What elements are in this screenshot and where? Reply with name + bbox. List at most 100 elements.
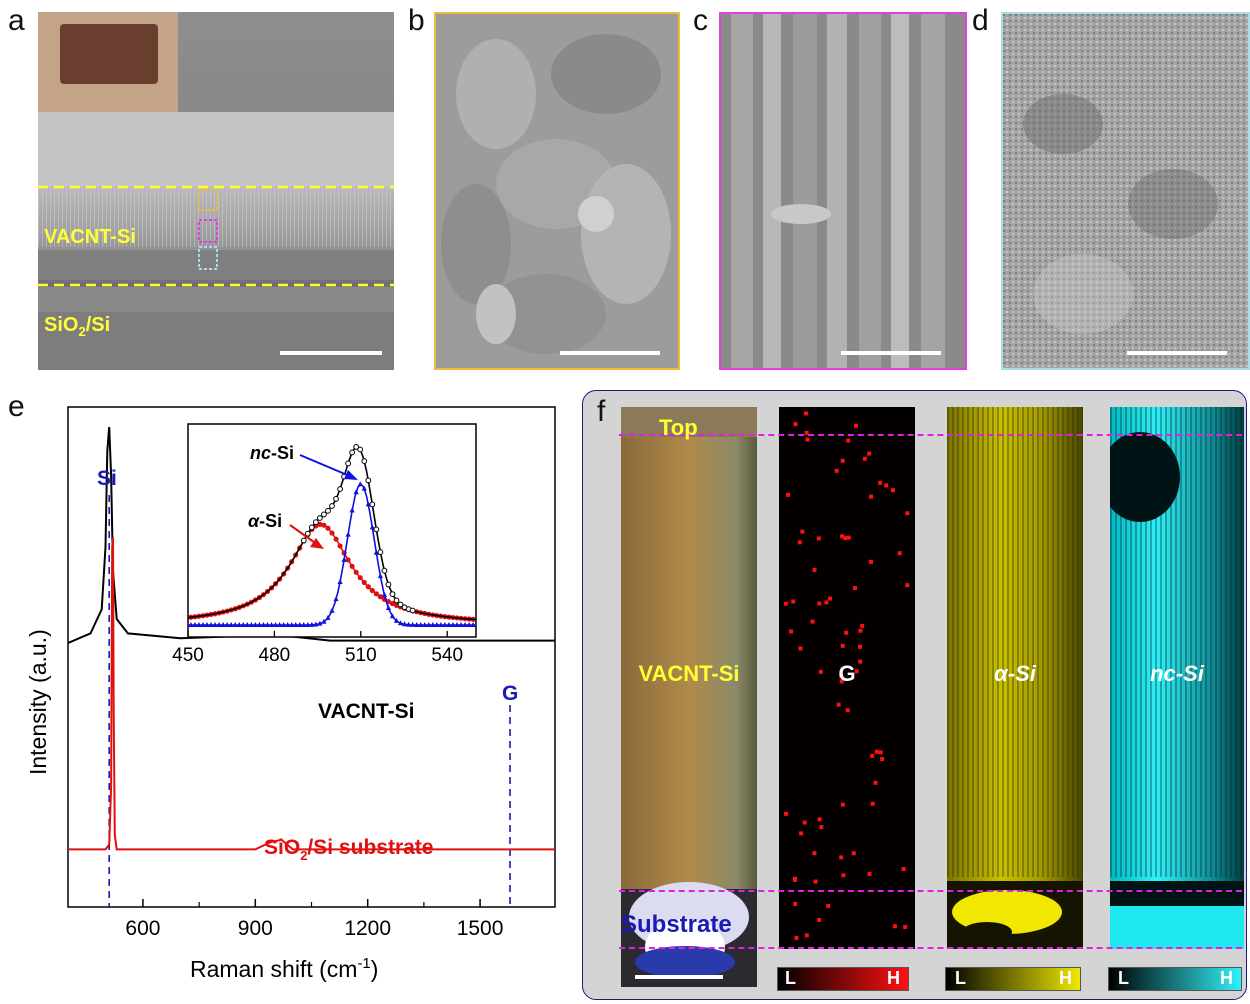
g-map-pixel	[839, 855, 844, 860]
g-map-pixel	[868, 559, 873, 564]
inset-ncsi-point	[426, 621, 432, 627]
inset-ncsi-point	[252, 622, 258, 627]
map-optical	[621, 407, 757, 987]
g-map-pixel	[804, 933, 809, 938]
inset-ncsi-point	[208, 622, 214, 627]
inset-sum-point	[304, 530, 311, 537]
inset-ncsi-point	[341, 556, 347, 562]
inset-ncsi-point	[377, 573, 383, 579]
inset-sum-point	[369, 501, 376, 508]
sample-chip	[60, 24, 158, 84]
inset-ncsi-point	[216, 622, 222, 627]
g-map-pixel	[817, 817, 822, 822]
inset-asi-point	[357, 575, 363, 581]
colorbar-g-low: L	[785, 968, 796, 988]
g-map-pixel	[839, 679, 844, 684]
g-map-pixel	[802, 820, 807, 825]
panel-f-container: f	[582, 390, 1247, 1000]
raman-chart: 600 900 1200 1500 450 480 510 540 nc-Si α-Si S…	[25, 406, 556, 982]
g-map-pixel	[826, 904, 831, 909]
g-map-pixel	[840, 802, 845, 807]
inset-sum-point	[329, 503, 335, 509]
inset-sum-point	[389, 591, 396, 598]
label-substrate-trace: SiO2/Si substrate	[264, 836, 433, 863]
panel-c-texture	[721, 14, 965, 368]
label-top: Top	[659, 415, 698, 440]
g-map-pixel	[843, 536, 848, 541]
g-map-pixel	[853, 423, 858, 428]
inset-ncsi-point	[385, 604, 392, 610]
inset-ncsi-point	[450, 622, 456, 627]
inset-asi-point	[337, 543, 343, 549]
inset-sum-point	[409, 607, 416, 614]
x-axis-label: Raman shift (cm-1)	[190, 955, 378, 982]
g-map-pixel	[800, 529, 805, 534]
panel-letter-a: a	[8, 4, 25, 37]
g-map-pixel	[851, 851, 856, 856]
inset-ncsi-point	[438, 622, 444, 627]
x-tick-label-1500: 1500	[457, 917, 504, 940]
g-map-pixel	[840, 534, 845, 539]
g-map-pixel	[805, 437, 810, 442]
inset-ncsi-point	[418, 621, 424, 627]
inset-ncsi-point	[289, 621, 295, 627]
label-substrate-f: Substrate	[621, 911, 732, 938]
g-map-pixel	[834, 468, 839, 473]
inset-sum-point	[353, 444, 360, 450]
g-map-pixel	[793, 901, 798, 906]
inset-x-tick-label-540: 540	[431, 645, 463, 666]
inset-sum-point	[349, 449, 356, 456]
g-map-pixel	[845, 708, 850, 713]
g-map-pixel	[905, 583, 910, 588]
colorbar-asi-high: H	[1059, 968, 1072, 988]
label-si-peak: Si	[97, 467, 117, 490]
g-map-pixel	[828, 596, 833, 601]
inset-sum-point	[312, 519, 319, 526]
inset-sum-point	[325, 507, 331, 514]
inset-ncsi-point	[256, 622, 263, 627]
panel-a-drawing	[38, 12, 394, 370]
inset-ncsi-point	[236, 622, 242, 627]
inset-arrowhead-ncsi	[344, 470, 358, 480]
inset-ncsi-point	[369, 524, 375, 530]
g-map-pixel	[793, 422, 798, 427]
inset-ncsi-point	[228, 622, 234, 627]
colorbar-ncsi-high: H	[1220, 968, 1233, 988]
map-g-dots	[783, 411, 910, 940]
g-map-pixel	[783, 601, 788, 606]
inset-asi-point	[365, 584, 371, 590]
inset-ncsi-point	[244, 622, 250, 627]
inset-ncsi-point	[305, 621, 311, 627]
inset-asi-point	[325, 525, 331, 531]
inset-ncsi-point	[406, 621, 412, 627]
inset-ncsi-point	[401, 621, 408, 627]
g-map-pixel	[797, 540, 802, 545]
inset-asi-point	[361, 579, 367, 586]
label-substrate-a-main: SiO	[44, 314, 79, 336]
scale-bar-b	[560, 351, 660, 355]
x-tick-label-900: 900	[238, 917, 273, 940]
y-axis-label: Intensity (a.u.)	[25, 629, 51, 775]
inset-ncsi-point	[422, 621, 428, 627]
inset-ncsi-point	[430, 621, 436, 627]
inset-ncsi-point	[373, 549, 379, 555]
inset-ncsi-point	[297, 621, 303, 627]
inset-ncsi-point	[434, 622, 440, 627]
g-map-pixel	[903, 925, 908, 930]
g-map-pixel	[839, 673, 844, 678]
inset-ncsi-point	[357, 481, 363, 487]
g-map-pixel	[873, 780, 878, 785]
g-map-pixel	[824, 600, 829, 605]
panel-letter-e: e	[8, 390, 25, 423]
g-map-pixel	[853, 586, 858, 591]
inset-ncsi-point	[293, 621, 299, 627]
inset-asi-point	[353, 569, 359, 575]
map-asi-drawing	[947, 407, 1083, 949]
panel-letter-b: b	[408, 4, 425, 37]
inset-ncsi-point	[389, 613, 396, 619]
inset-ncsi-point	[260, 622, 267, 627]
inset-ncsi-point	[196, 622, 202, 627]
inset-ncsi-point	[285, 621, 291, 627]
g-map-pixel	[840, 458, 845, 463]
inset-ncsi-point	[325, 614, 331, 620]
